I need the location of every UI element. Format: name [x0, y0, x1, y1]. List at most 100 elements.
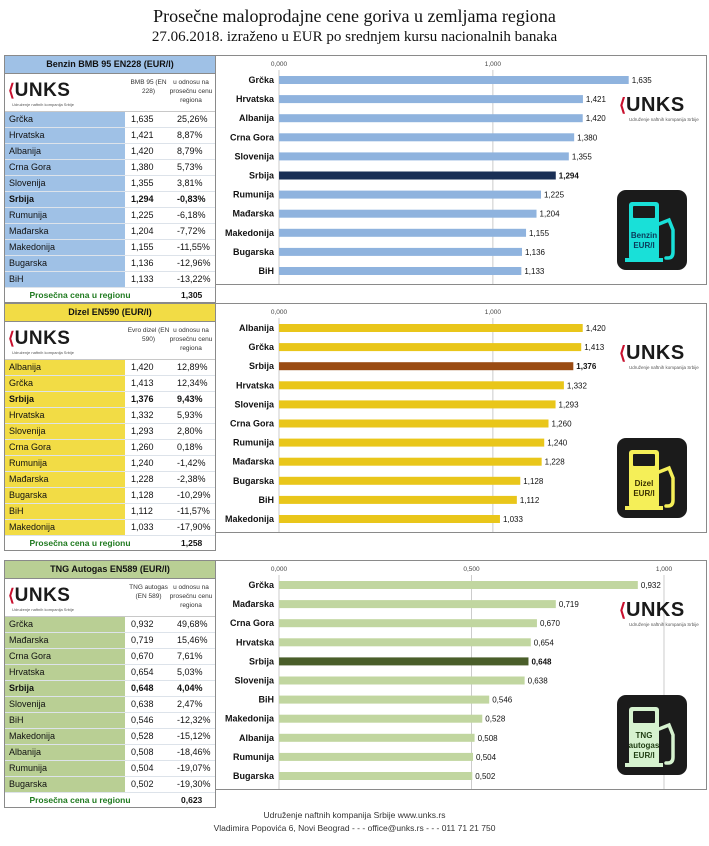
table-row: Srbija 1,294 -0,83% — [5, 192, 215, 208]
data-label: 1,635 — [632, 76, 653, 85]
table-row: Mađarska 1,204 -7,72% — [5, 224, 215, 240]
table-row: BiH 1,133 -13,22% — [5, 272, 215, 288]
benzin-average-row: Prosečna cena u regionu 1,305 — [5, 288, 215, 302]
unks-logo-mark-icon: ⟨ — [619, 343, 627, 363]
price-cell: 0,528 — [131, 731, 154, 741]
percent-cell: 0,18% — [177, 442, 203, 452]
category-label: Mađarska — [232, 457, 275, 467]
data-label: 1,420 — [586, 114, 607, 123]
percent-cell: -7,72% — [177, 226, 206, 236]
x-tick-label: 1,000 — [485, 61, 502, 68]
bar — [279, 267, 522, 275]
badge-label: Dizel — [635, 479, 654, 488]
dizel-table: Dizel EN590 (EUR/l) ⟨UNKS Udruženje naftni… — [4, 303, 216, 551]
price-cell: 1,380 — [131, 162, 154, 172]
country-cell: Grčka — [5, 617, 125, 632]
data-label: 0,932 — [641, 581, 662, 590]
table-row: Bugarska 1,128 -10,29% — [5, 488, 215, 504]
unks-logo-tagline: Udruženje naftnih kompanija Srbije — [12, 102, 75, 107]
table-row: Rumunija 0,504 -19,07% — [5, 761, 215, 777]
table-row: Makedonija 1,155 -11,55% — [5, 240, 215, 256]
percent-cell: -11,55% — [177, 242, 210, 252]
bar — [279, 695, 490, 704]
dizel-bar-chart: 0,000 1,000 Albanija 1,420 Grčka 1,413 Srbija 1… — [215, 303, 707, 533]
table-row: Albanija 1,420 8,79% — [5, 144, 215, 160]
price-cell: 1,376 — [131, 394, 154, 404]
column-header-relative: u odnosu na prosečnu cenu regiona — [169, 79, 213, 104]
data-label: 1,421 — [586, 95, 607, 104]
country-cell: Makedonija — [5, 520, 125, 535]
unks-logo-mark-icon: ⟨ — [8, 586, 15, 605]
table-row: Grčka 1,635 25,26% — [5, 112, 215, 128]
table-row: Srbija 0,648 4,04% — [5, 681, 215, 697]
table-row: Hrvatska 0,654 5,03% — [5, 665, 215, 681]
badge-label: TNG — [636, 731, 653, 740]
average-value: 1,305 — [181, 290, 203, 300]
country-cell: Rumunija — [5, 761, 125, 776]
bar — [279, 95, 583, 104]
price-cell: 0,654 — [131, 667, 154, 677]
badge-label: autogas — [629, 741, 660, 750]
tng-chart-svg: 0,000 0,500 1,000 Grčka 0,932 Mađarska 0,719 Cr… — [225, 566, 673, 789]
data-label: 1,112 — [520, 496, 540, 505]
price-cell: 1,133 — [131, 274, 154, 284]
average-label: Prosečna cena u regionu — [29, 538, 131, 548]
category-label: Crna Gora — [230, 618, 275, 628]
table-row: Mađarska 1,228 -2,38% — [5, 472, 215, 488]
fuel-pump-icon: TNG autogas EUR/l — [617, 695, 687, 775]
average-value: 1,258 — [181, 538, 203, 548]
price-cell: 1,420 — [131, 362, 154, 372]
percent-cell: -12,32% — [177, 715, 211, 725]
unks-logo-text: UNKS — [626, 599, 685, 621]
table-row: BiH 1,112 -11,57% — [5, 504, 215, 520]
bar — [279, 457, 542, 466]
column-header-relative: u odnosu na prosečnu cenu regiona — [169, 584, 213, 609]
table-row: Crna Gora 1,380 5,73% — [5, 160, 215, 176]
unks-logo: ⟨UNKS Udruženje naftnih kompanija Srbije — [8, 328, 74, 355]
pump-window — [633, 206, 655, 218]
price-cell: 1,294 — [131, 194, 154, 204]
unks-logo-tagline: Udruženje naftnih kompanija Srbije — [12, 350, 75, 355]
badge-label: EUR/l — [633, 489, 654, 498]
price-cell: 0,502 — [131, 779, 154, 789]
pump-base — [625, 506, 663, 510]
bar — [279, 381, 564, 390]
data-label: 1,380 — [577, 133, 598, 142]
percent-cell: -0,83% — [177, 194, 206, 204]
fuel-pump-icon: Dizel EUR/l — [617, 438, 687, 518]
bar — [279, 419, 549, 428]
country-cell: Srbija — [5, 192, 125, 207]
bar — [279, 343, 582, 352]
data-label: 1,228 — [545, 458, 566, 467]
pump-base — [625, 763, 663, 767]
price-cell: 0,638 — [131, 699, 154, 709]
price-cell: 1,225 — [131, 210, 154, 220]
page-title: Prosečne maloprodajne cene goriva u zeml… — [153, 6, 556, 26]
percent-cell: 8,87% — [177, 130, 203, 140]
price-cell: 1,112 — [131, 506, 153, 516]
data-label: 0,502 — [475, 772, 496, 781]
category-label: Srbija — [249, 656, 275, 666]
table-row: Grčka 1,413 12,34% — [5, 376, 215, 392]
percent-cell: 12,34% — [177, 378, 208, 388]
bar — [279, 619, 537, 628]
category-label: Hrvatska — [236, 94, 275, 104]
bar — [279, 400, 556, 409]
category-label: Bugarska — [233, 771, 275, 781]
price-cell: 1,136 — [131, 258, 154, 268]
unks-logo-mark-icon: ⟨ — [619, 600, 627, 620]
table-row: Rumunija 1,240 -1,42% — [5, 456, 215, 472]
country-cell: Srbija — [5, 392, 125, 407]
unks-logo: ⟨UNKS Udruženje naftnih kompanija Srbije — [8, 80, 74, 107]
data-label: 0,508 — [478, 734, 499, 743]
column-header-price: BMB 95 (EN 228) — [130, 79, 167, 95]
data-label: 1,225 — [544, 191, 565, 200]
country-cell: Rumunija — [5, 456, 125, 471]
data-label: 1,355 — [572, 152, 593, 161]
badge-label: EUR/l — [633, 241, 654, 250]
percent-cell: 5,73% — [177, 162, 203, 172]
percent-cell: -15,12% — [177, 731, 211, 741]
data-label: 0,648 — [531, 657, 552, 666]
table-row: Albanija 1,420 12,89% — [5, 360, 215, 376]
country-cell: Albanija — [5, 144, 125, 159]
